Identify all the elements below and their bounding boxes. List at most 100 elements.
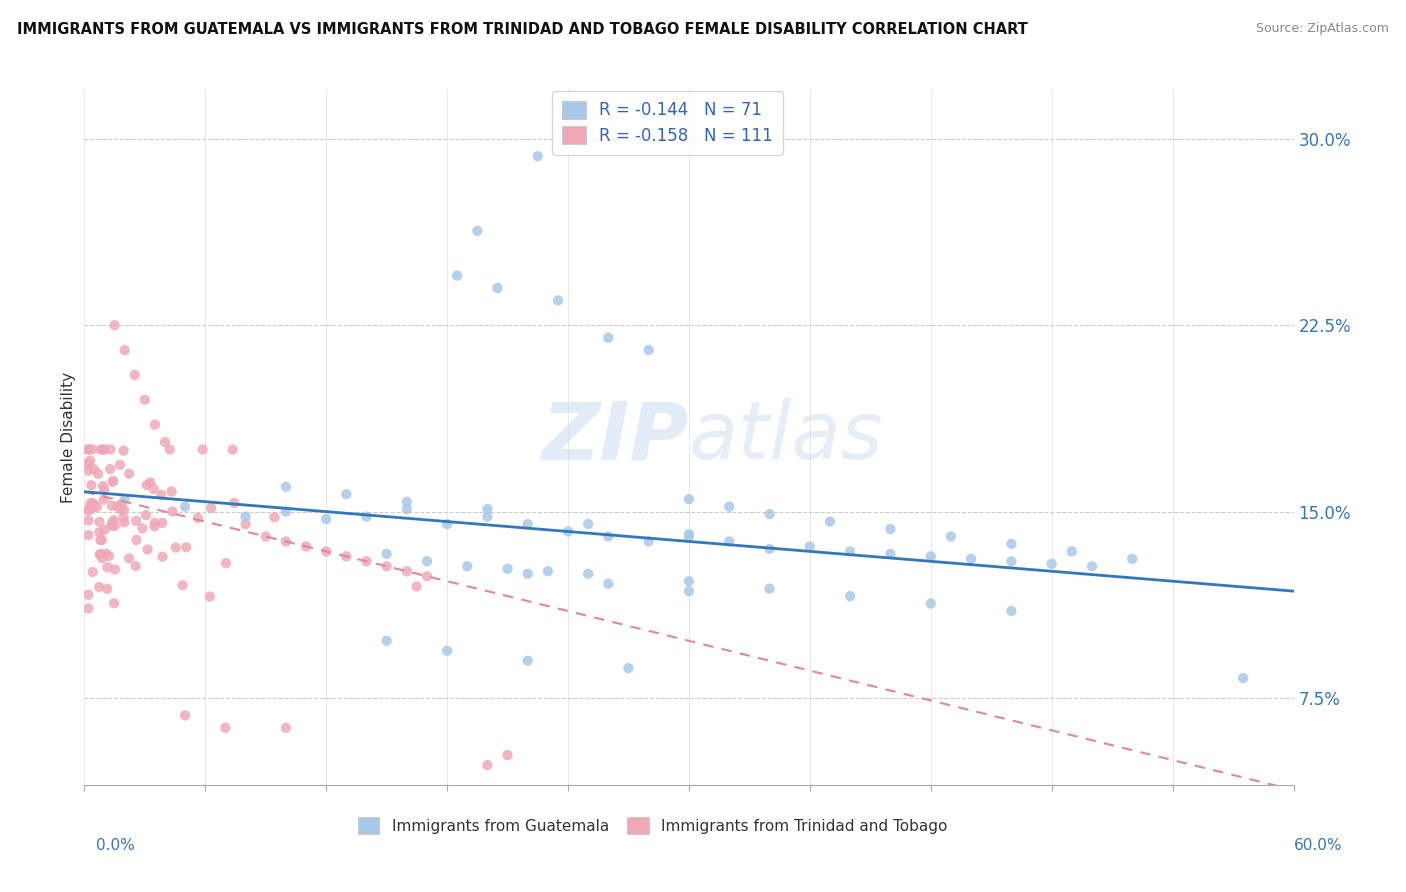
Point	[118, 551, 141, 566]
Point	[537, 564, 560, 578]
Point	[89, 525, 111, 540]
Point	[356, 509, 378, 524]
Point	[77, 528, 100, 542]
Point	[436, 644, 458, 658]
Point	[235, 509, 257, 524]
Point	[112, 510, 135, 524]
Point	[87, 467, 110, 481]
Point	[516, 516, 538, 531]
Point	[477, 509, 499, 524]
Point	[200, 501, 222, 516]
Point	[125, 514, 148, 528]
Point	[101, 518, 124, 533]
Point	[125, 533, 148, 547]
Point	[152, 549, 174, 564]
Text: 60.0%: 60.0%	[1295, 838, 1343, 854]
Point	[395, 502, 418, 516]
Point	[89, 515, 111, 529]
Point	[86, 500, 108, 514]
Point	[718, 534, 741, 549]
Point	[77, 442, 100, 457]
Point	[142, 482, 165, 496]
Point	[1060, 544, 1083, 558]
Point	[356, 554, 378, 568]
Point	[637, 343, 659, 358]
Point	[131, 521, 153, 535]
Point	[89, 533, 111, 547]
Point	[77, 464, 100, 478]
Point	[135, 478, 157, 492]
Y-axis label: Female Disability: Female Disability	[60, 371, 76, 503]
Point	[221, 442, 243, 457]
Point	[1000, 537, 1022, 551]
Point	[80, 501, 103, 516]
Point	[598, 576, 620, 591]
Text: IMMIGRANTS FROM GUATEMALA VS IMMIGRANTS FROM TRINIDAD AND TOBAGO FEMALE DISABILI: IMMIGRANTS FROM GUATEMALA VS IMMIGRANTS …	[17, 22, 1028, 37]
Point	[274, 534, 297, 549]
Point	[124, 559, 146, 574]
Point	[263, 510, 285, 524]
Point	[79, 497, 101, 511]
Point	[98, 462, 121, 476]
Point	[879, 522, 901, 536]
Point	[496, 748, 519, 763]
Point	[1232, 671, 1254, 685]
Point	[1000, 554, 1022, 568]
Point	[516, 566, 538, 581]
Point	[143, 516, 166, 530]
Point	[82, 565, 104, 579]
Point	[96, 547, 118, 561]
Point	[114, 492, 136, 507]
Point	[1121, 551, 1143, 566]
Point	[90, 442, 112, 457]
Point	[758, 582, 780, 596]
Point	[89, 548, 111, 562]
Point	[557, 524, 579, 539]
Point	[114, 343, 136, 358]
Point	[818, 515, 841, 529]
Text: ZIP: ZIP	[541, 398, 689, 476]
Point	[77, 457, 100, 471]
Point	[80, 478, 103, 492]
Point	[134, 392, 156, 407]
Point	[274, 480, 297, 494]
Text: 0.0%: 0.0%	[96, 838, 135, 854]
Point	[254, 529, 277, 543]
Legend: Immigrants from Guatemala, Immigrants from Trinidad and Tobago: Immigrants from Guatemala, Immigrants fr…	[352, 811, 953, 840]
Point	[224, 496, 246, 510]
Point	[496, 562, 519, 576]
Point	[107, 500, 129, 514]
Point	[879, 547, 901, 561]
Point	[598, 331, 620, 345]
Point	[467, 224, 489, 238]
Point	[315, 512, 337, 526]
Point	[576, 516, 599, 531]
Point	[758, 507, 780, 521]
Point	[678, 574, 700, 589]
Point	[90, 533, 112, 547]
Text: Source: ZipAtlas.com: Source: ZipAtlas.com	[1256, 22, 1389, 36]
Point	[174, 541, 197, 555]
Point	[104, 318, 127, 333]
Point	[215, 556, 238, 570]
Point	[375, 547, 398, 561]
Point	[100, 442, 122, 457]
Point	[198, 590, 221, 604]
Point	[93, 492, 115, 507]
Point	[103, 513, 125, 527]
Point	[93, 523, 115, 537]
Point	[77, 588, 100, 602]
Point	[135, 508, 157, 523]
Point	[335, 487, 357, 501]
Point	[576, 566, 599, 581]
Point	[111, 496, 134, 510]
Point	[1081, 559, 1104, 574]
Point	[335, 549, 357, 564]
Point	[187, 511, 209, 525]
Point	[395, 494, 418, 508]
Point	[77, 513, 100, 527]
Point	[93, 442, 115, 457]
Point	[678, 529, 700, 543]
Point	[191, 442, 214, 457]
Point	[920, 597, 942, 611]
